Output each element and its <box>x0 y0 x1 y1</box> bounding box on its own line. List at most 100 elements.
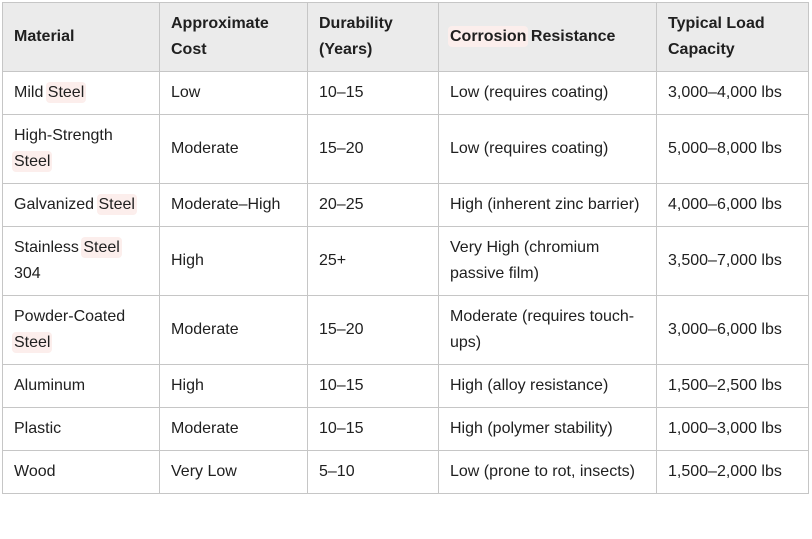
table-cell: High (inherent zinc barrier) <box>438 183 657 227</box>
table-cell: Aluminum <box>2 364 160 408</box>
table-cell: Very Low <box>159 450 308 494</box>
table-cell: Low <box>159 71 308 115</box>
text-run: Moderate <box>171 140 239 157</box>
table-cell: Moderate <box>159 407 308 451</box>
table-row: Galvanized Steel Moderate–High 20–25 High (… <box>2 183 809 227</box>
search-highlight: Corrosion <box>450 28 527 45</box>
text-run: 1,500–2,000 lbs <box>668 463 782 480</box>
text-run: Durability (Years) <box>319 15 393 58</box>
table-cell: 5–10 <box>307 450 439 494</box>
table-cell: Powder-Coated Steel <box>2 295 160 365</box>
text-run: 304 <box>14 265 41 282</box>
text-run: 5,000–8,000 lbs <box>668 140 782 157</box>
table-cell: 3,000–6,000 lbs <box>656 295 809 365</box>
text-run: 10–15 <box>319 377 364 394</box>
table-cell: 5,000–8,000 lbs <box>656 114 809 184</box>
table-cell: 15–20 <box>307 114 439 184</box>
table-cell: 1,500–2,500 lbs <box>656 364 809 408</box>
table-row: Powder-Coated Steel Moderate 15–20 Moderate… <box>2 295 809 365</box>
header-row: Material Approximate Cost Durability (Year… <box>2 2 809 72</box>
text-run: 10–15 <box>319 84 364 101</box>
text-run: Approximate Cost <box>171 15 269 58</box>
search-highlight: Steel <box>14 153 51 170</box>
table-cell: Wood <box>2 450 160 494</box>
table-cell: Stainless Steel 304 <box>2 226 160 296</box>
search-highlight: Steel <box>98 196 135 213</box>
table-cell: High-Strength Steel <box>2 114 160 184</box>
text-run: Moderate <box>171 420 239 437</box>
text-run: Moderate <box>171 321 239 338</box>
table-cell: 1,000–3,000 lbs <box>656 407 809 451</box>
table-cell: 10–15 <box>307 71 439 115</box>
text-run: Low <box>171 84 201 101</box>
text-run: High-Strength <box>14 127 113 144</box>
table-cell: High (alloy resistance) <box>438 364 657 408</box>
text-run: High (alloy resistance) <box>450 377 609 394</box>
table-cell: Low (requires coating) <box>438 71 657 115</box>
text-run: Aluminum <box>14 377 86 394</box>
text-run: 10–15 <box>319 420 364 437</box>
text-run: 1,000–3,000 lbs <box>668 420 782 437</box>
text-run: High <box>171 252 204 269</box>
text-run: Low (requires coating) <box>450 84 609 101</box>
text-run: Mild <box>14 84 48 101</box>
text-run: Very Low <box>171 463 237 480</box>
table-cell: 1,500–2,000 lbs <box>656 450 809 494</box>
table-cell: Mild Steel <box>2 71 160 115</box>
text-run: High (polymer stability) <box>450 420 613 437</box>
search-highlight: Steel <box>14 334 51 351</box>
table-cell: Galvanized Steel <box>2 183 160 227</box>
text-run: 3,000–6,000 lbs <box>668 321 782 338</box>
text-run: 25+ <box>319 252 347 269</box>
search-highlight: Steel <box>47 84 85 101</box>
table-row: Stainless Steel 304 High 25+ Very High (chr… <box>2 226 809 296</box>
table-cell: 15–20 <box>307 295 439 365</box>
header-cell: Approximate Cost <box>159 2 308 72</box>
header-cell: Material <box>2 2 160 72</box>
table-cell: 3,500–7,000 lbs <box>656 226 809 296</box>
text-run: Very High (chromium passive film) <box>450 239 600 282</box>
text-run: 1,500–2,500 lbs <box>668 377 782 394</box>
table-cell: 25+ <box>307 226 439 296</box>
text-run: Powder-Coated <box>14 308 126 325</box>
search-highlight: Steel <box>83 239 120 256</box>
table-cell: High (polymer stability) <box>438 407 657 451</box>
table-row: High-Strength Steel Moderate 15–20 Low (req… <box>2 114 809 184</box>
header-cell: Corrosion Resistance <box>438 2 657 72</box>
text-run: Moderate–High <box>171 196 281 213</box>
table-cell: 10–15 <box>307 364 439 408</box>
text-run: 4,000–6,000 lbs <box>668 196 782 213</box>
table-cell: Very High (chromium passive film) <box>438 226 657 296</box>
text-run: Stainless <box>14 239 84 256</box>
text-run: Galvanized <box>14 196 99 213</box>
text-run: 15–20 <box>319 140 364 157</box>
table-row: Plastic Moderate 10–15 High (polymer stabil… <box>2 407 809 451</box>
table-row: Aluminum High 10–15 High (alloy resistance)… <box>2 364 809 408</box>
table-row: Wood Very Low 5–10 Low (prone to rot, insec… <box>2 450 809 494</box>
table-cell: High <box>159 364 308 408</box>
text-run: High <box>171 377 204 394</box>
text-run: Low (requires coating) <box>450 140 609 157</box>
text-run: 15–20 <box>319 321 364 338</box>
table-cell: 3,000–4,000 lbs <box>656 71 809 115</box>
text-run: Wood <box>14 463 56 480</box>
text-run: 3,000–4,000 lbs <box>668 84 782 101</box>
table-row: Mild Steel Low 10–15 Low (requires coating)… <box>2 71 809 115</box>
text-run: Resistance <box>526 28 616 45</box>
text-run: 5–10 <box>319 463 355 480</box>
text-run: 20–25 <box>319 196 364 213</box>
text-run: Low (prone to rot, insects) <box>450 463 635 480</box>
table-cell: 4,000–6,000 lbs <box>656 183 809 227</box>
table-cell: 10–15 <box>307 407 439 451</box>
text-run: 3,500–7,000 lbs <box>668 252 782 269</box>
table-cell: Moderate (requires touch-ups) <box>438 295 657 365</box>
text-run: Plastic <box>14 420 62 437</box>
table-cell: Moderate <box>159 295 308 365</box>
table-body: Mild Steel Low 10–15 Low (requires coating)… <box>2 71 809 494</box>
text-run: Moderate (requires touch-ups) <box>450 308 635 351</box>
text-run: Material <box>14 28 75 45</box>
table-cell: Moderate <box>159 114 308 184</box>
table-cell: Moderate–High <box>159 183 308 227</box>
header-cell: Durability (Years) <box>307 2 439 72</box>
table-cell: 20–25 <box>307 183 439 227</box>
